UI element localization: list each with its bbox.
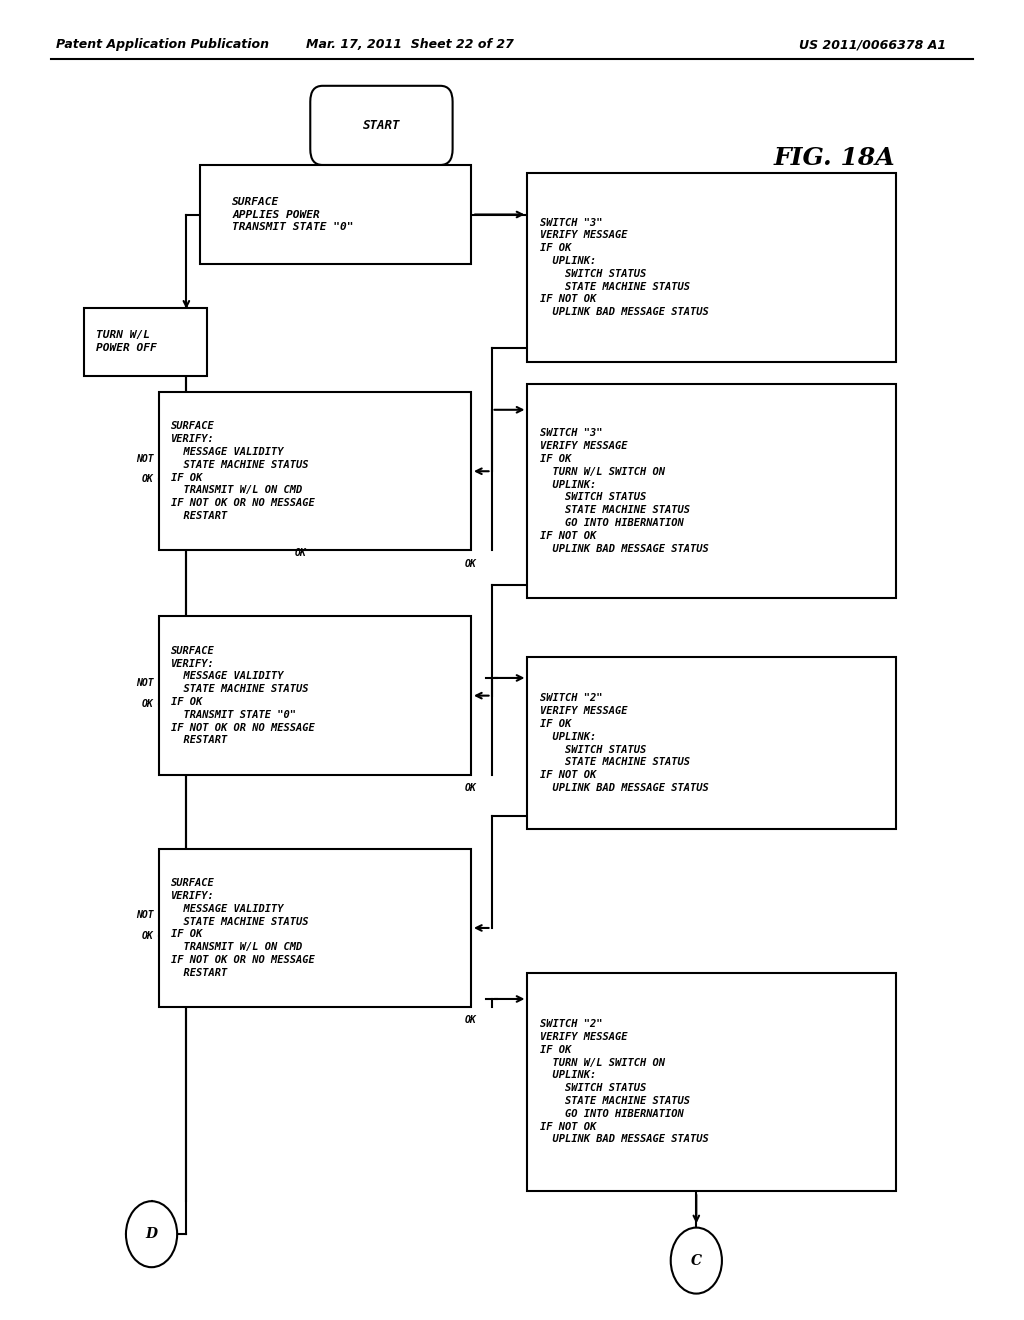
FancyBboxPatch shape xyxy=(84,308,207,376)
Circle shape xyxy=(126,1201,177,1267)
Text: Mar. 17, 2011  Sheet 22 of 27: Mar. 17, 2011 Sheet 22 of 27 xyxy=(305,38,514,51)
Text: NOT: NOT xyxy=(136,678,154,688)
Text: OK: OK xyxy=(142,698,154,709)
FancyBboxPatch shape xyxy=(159,616,471,775)
Text: OK: OK xyxy=(465,783,476,793)
FancyBboxPatch shape xyxy=(159,849,471,1007)
Text: NOT: NOT xyxy=(136,911,154,920)
Text: SWITCH "2"
VERIFY MESSAGE
IF OK
  TURN W/L SWITCH ON
  UPLINK:
    SWITCH STATUS: SWITCH "2" VERIFY MESSAGE IF OK TURN W/L… xyxy=(540,1019,709,1144)
FancyBboxPatch shape xyxy=(200,165,471,264)
Text: SURFACE
APPLIES POWER
TRANSMIT STATE "0": SURFACE APPLIES POWER TRANSMIT STATE "0" xyxy=(232,197,354,232)
Text: C: C xyxy=(691,1254,701,1267)
Text: OK: OK xyxy=(295,548,306,558)
FancyBboxPatch shape xyxy=(527,973,896,1191)
Text: US 2011/0066378 A1: US 2011/0066378 A1 xyxy=(799,38,946,51)
Text: D: D xyxy=(145,1228,158,1241)
Text: Patent Application Publication: Patent Application Publication xyxy=(56,38,269,51)
Text: OK: OK xyxy=(142,474,154,484)
FancyBboxPatch shape xyxy=(527,384,896,598)
Text: TURN W/L
POWER OFF: TURN W/L POWER OFF xyxy=(96,330,157,354)
Text: FIG. 18A: FIG. 18A xyxy=(773,147,895,170)
FancyBboxPatch shape xyxy=(527,173,896,362)
FancyBboxPatch shape xyxy=(310,86,453,165)
FancyBboxPatch shape xyxy=(527,657,896,829)
Text: SURFACE
VERIFY:
  MESSAGE VALIDITY
  STATE MACHINE STATUS
IF OK
  TRANSMIT W/L O: SURFACE VERIFY: MESSAGE VALIDITY STATE M… xyxy=(171,421,314,521)
Text: NOT: NOT xyxy=(136,454,154,463)
Text: OK: OK xyxy=(465,1015,476,1026)
Text: SWITCH "2"
VERIFY MESSAGE
IF OK
  UPLINK:
    SWITCH STATUS
    STATE MACHINE ST: SWITCH "2" VERIFY MESSAGE IF OK UPLINK: … xyxy=(540,693,709,793)
Text: OK: OK xyxy=(142,931,154,941)
Text: SWITCH "3"
VERIFY MESSAGE
IF OK
  TURN W/L SWITCH ON
  UPLINK:
    SWITCH STATUS: SWITCH "3" VERIFY MESSAGE IF OK TURN W/L… xyxy=(540,429,709,553)
Text: OK: OK xyxy=(465,558,476,569)
Text: START: START xyxy=(362,119,400,132)
Circle shape xyxy=(671,1228,722,1294)
Text: SURFACE
VERIFY:
  MESSAGE VALIDITY
  STATE MACHINE STATUS
IF OK
  TRANSMIT STATE: SURFACE VERIFY: MESSAGE VALIDITY STATE M… xyxy=(171,645,314,746)
FancyBboxPatch shape xyxy=(159,392,471,550)
Text: SURFACE
VERIFY:
  MESSAGE VALIDITY
  STATE MACHINE STATUS
IF OK
  TRANSMIT W/L O: SURFACE VERIFY: MESSAGE VALIDITY STATE M… xyxy=(171,878,314,978)
Text: SWITCH "3"
VERIFY MESSAGE
IF OK
  UPLINK:
    SWITCH STATUS
    STATE MACHINE ST: SWITCH "3" VERIFY MESSAGE IF OK UPLINK: … xyxy=(540,218,709,317)
